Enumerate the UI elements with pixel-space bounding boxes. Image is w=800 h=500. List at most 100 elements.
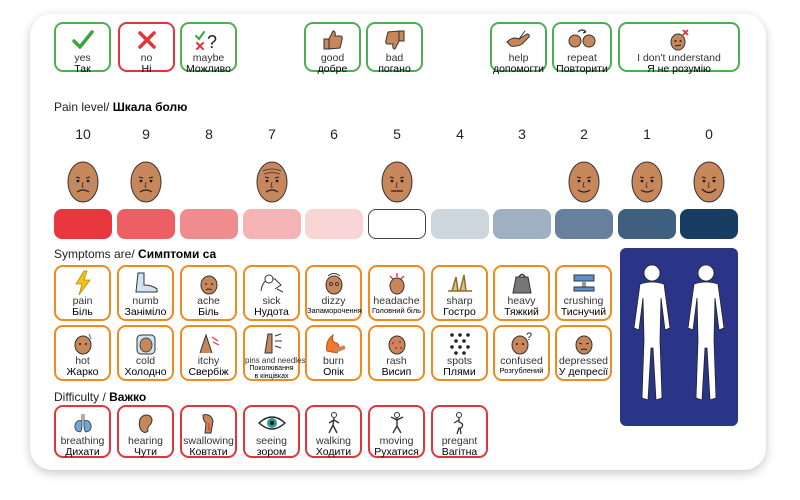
pain-level-bar-4[interactable] — [431, 209, 489, 239]
pain-level-number-8: 8 — [205, 126, 213, 142]
cold-face-icon — [119, 330, 172, 356]
dizzy-icon — [307, 270, 360, 296]
pain-level-bar-0[interactable] — [680, 209, 738, 239]
pain-level-bar-6[interactable] — [305, 209, 363, 239]
symptom-card-numb[interactable]: numb Заніміло — [117, 265, 174, 321]
symptom-card-crushing[interactable]: crushing Тиснучий — [555, 265, 612, 321]
symptom-card-depressed[interactable]: depressed У депресії — [555, 325, 612, 381]
symptoms-heading: Symptoms are/ Симптоми са — [54, 247, 217, 261]
pain-level-bar-1[interactable] — [618, 209, 676, 239]
pregnant-icon — [433, 410, 486, 436]
maybe-icon: ? — [182, 27, 235, 53]
pain-level-bar-2[interactable] — [555, 209, 613, 239]
pain-face-0-icon — [693, 161, 725, 203]
pain-level-bar-8[interactable] — [180, 209, 238, 239]
difficulty-card-seeing[interactable]: seeing зором — [243, 405, 300, 458]
pain-level-bar-5[interactable] — [368, 209, 426, 239]
repeat-card[interactable]: repeat Повторити — [552, 22, 612, 75]
pain-level-number-4: 4 — [456, 126, 464, 142]
ache-icon — [182, 270, 235, 296]
eye-icon — [245, 410, 298, 436]
pain-face-9-icon — [130, 161, 162, 203]
moving-icon — [370, 410, 423, 436]
dont-understand-card[interactable]: I don't understand Я не розумію — [618, 22, 740, 75]
burn-icon — [307, 330, 360, 356]
symptom-card-confused[interactable]: ? confused Розгублений — [493, 325, 550, 381]
thumbs-down-icon — [368, 27, 421, 53]
pain-level-bar-3[interactable] — [493, 209, 551, 239]
symptom-card-burn[interactable]: burn Опік — [305, 325, 362, 381]
difficulty-card-walking[interactable]: walking Ходити — [305, 405, 362, 458]
ear-icon — [119, 410, 172, 436]
difficulty-card-hearing[interactable]: hearing Чути — [117, 405, 174, 458]
weight-icon — [495, 270, 548, 296]
check-icon — [56, 27, 109, 53]
pain-face-2-icon — [568, 161, 600, 203]
pain-level-heading: Pain level/ Шкала болю — [54, 100, 188, 114]
sick-icon — [245, 270, 298, 296]
symptom-card-pins-and-needles[interactable]: pins and needles Поколювання в кінцівках — [243, 325, 306, 381]
crushing-icon — [557, 270, 610, 296]
symptom-card-heavy[interactable]: heavy Тяжкий — [493, 265, 550, 321]
symptom-card-dizzy[interactable]: dizzy Запаморочення — [305, 265, 362, 321]
itchy-icon — [182, 330, 235, 356]
communication-board: yes Так no Ні ? maybe Можливо good добре… — [30, 14, 766, 470]
confused-icon: ? — [495, 330, 548, 356]
hot-face-icon — [56, 330, 109, 356]
svg-text:?: ? — [207, 32, 217, 52]
difficulty-heading: Difficulty / Важко — [54, 390, 147, 404]
pain-level-number-5: 5 — [393, 126, 401, 142]
pain-level-bar-10[interactable] — [54, 209, 112, 239]
svg-text:?: ? — [526, 331, 532, 343]
symptom-card-sharp[interactable]: sharp Гостро — [431, 265, 488, 321]
lungs-icon — [56, 410, 109, 436]
symptom-card-spots[interactable]: spots Плями — [431, 325, 488, 381]
symptom-card-sick[interactable]: sick Нудота — [243, 265, 300, 321]
help-hand-icon — [492, 27, 545, 53]
symptom-card-cold[interactable]: cold Холодно — [117, 325, 174, 381]
difficulty-card-moving[interactable]: moving Рухатися — [368, 405, 425, 458]
difficulty-card-breathing[interactable]: breathing Дихати — [54, 405, 111, 458]
pain-face-7-icon — [256, 161, 288, 203]
pain-level-number-0: 0 — [705, 126, 713, 142]
throat-icon — [182, 410, 235, 436]
help-card[interactable]: help допомогти — [490, 22, 547, 75]
good-card[interactable]: good добре — [304, 22, 361, 75]
symptom-card-pain[interactable]: pain Біль — [54, 265, 111, 321]
body-diagram-panel[interactable] — [620, 248, 738, 426]
symptom-card-ache[interactable]: ache Біль — [180, 265, 237, 321]
pain-level-number-9: 9 — [142, 126, 150, 142]
pain-level-number-7: 7 — [268, 126, 276, 142]
pain-level-number-10: 10 — [75, 126, 91, 142]
maybe-card[interactable]: ? maybe Можливо — [180, 22, 237, 75]
symptom-card-hot[interactable]: hot Жарко — [54, 325, 111, 381]
pain-face-5-icon — [381, 161, 413, 203]
difficulty-card-swallowing[interactable]: swallowing Ковтати — [180, 405, 237, 458]
sharp-icon — [433, 270, 486, 296]
depressed-icon — [557, 330, 610, 356]
pain-face-10-icon — [67, 161, 99, 203]
pain-level-bar-9[interactable] — [117, 209, 175, 239]
symptom-card-itchy[interactable]: itchy Свербіж — [180, 325, 237, 381]
thumbs-up-icon — [306, 27, 359, 53]
no-card[interactable]: no Ні — [118, 22, 175, 75]
foot-icon — [119, 270, 172, 296]
body-front-back-icon — [633, 264, 725, 401]
headache-icon — [370, 270, 423, 296]
difficulty-card-pregant[interactable]: pregant Вагітна — [431, 405, 488, 458]
bad-card[interactable]: bad погано — [366, 22, 423, 75]
rash-icon — [370, 330, 423, 356]
repeat-icon — [554, 27, 610, 53]
lightning-icon — [56, 270, 109, 296]
pins-needles-icon — [245, 330, 298, 356]
symptom-card-rash[interactable]: rash Висип — [368, 325, 425, 381]
yes-card[interactable]: yes Так — [54, 22, 111, 75]
pain-level-number-3: 3 — [518, 126, 526, 142]
confused-face-icon — [620, 27, 738, 53]
walking-icon — [307, 410, 360, 436]
cross-icon — [120, 27, 173, 53]
pain-level-bar-7[interactable] — [243, 209, 301, 239]
pain-face-1-icon — [631, 161, 663, 203]
spots-icon — [433, 330, 486, 356]
symptom-card-headache[interactable]: headache Головний біль — [368, 265, 425, 321]
